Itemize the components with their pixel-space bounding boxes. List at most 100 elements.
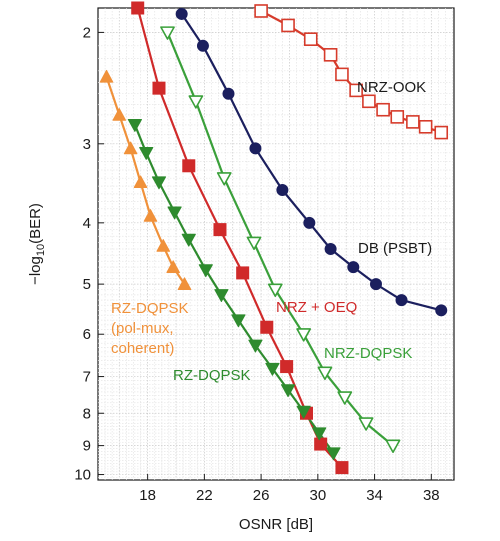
data-point bbox=[314, 437, 328, 451]
curve-label-line: NRZ-DQPSK bbox=[324, 345, 412, 362]
data-point bbox=[246, 236, 262, 251]
curve-label: RZ-DQPSK bbox=[173, 367, 251, 384]
markers bbox=[99, 1, 449, 475]
data-point bbox=[156, 239, 171, 252]
data-point bbox=[324, 243, 337, 256]
data-point bbox=[358, 417, 374, 431]
data-point bbox=[260, 320, 274, 334]
data-point bbox=[222, 87, 235, 100]
data-point bbox=[303, 216, 316, 229]
y-tick-label: 4 bbox=[83, 215, 91, 232]
series-markers bbox=[254, 4, 449, 140]
data-point bbox=[317, 366, 333, 381]
data-point bbox=[362, 94, 376, 109]
data-point bbox=[376, 102, 390, 117]
data-point bbox=[347, 261, 360, 274]
y-tick-label: 7 bbox=[83, 369, 91, 386]
x-tick-label: 34 bbox=[366, 487, 383, 504]
data-point bbox=[312, 427, 327, 441]
data-point bbox=[166, 260, 180, 273]
data-point bbox=[196, 39, 209, 52]
curve-label-line: DB (PSBT) bbox=[358, 240, 432, 257]
series-line bbox=[166, 31, 394, 447]
x-tick-label: 30 bbox=[309, 487, 326, 504]
data-point bbox=[335, 67, 349, 82]
data-point bbox=[151, 176, 167, 190]
data-point bbox=[167, 206, 182, 220]
curve-label-line: RZ-DQPSK bbox=[111, 300, 189, 317]
data-point bbox=[139, 147, 154, 160]
y-tick-label: 3 bbox=[83, 136, 91, 153]
x-tick-label: 38 bbox=[423, 487, 440, 504]
y-axis-title-main: −log bbox=[27, 256, 44, 285]
data-point bbox=[249, 142, 262, 155]
data-point bbox=[231, 314, 246, 328]
data-point bbox=[112, 108, 127, 121]
y-ticks: 2 3 4 5 6 7 8 9 10 bbox=[74, 24, 104, 484]
data-point bbox=[323, 48, 338, 62]
data-point bbox=[435, 304, 448, 317]
series-markers bbox=[175, 7, 448, 317]
data-point bbox=[248, 339, 263, 353]
y-tick-label: 6 bbox=[83, 326, 91, 343]
data-point bbox=[99, 69, 114, 83]
x-axis-title: OSNR [dB] bbox=[239, 516, 313, 533]
curve-label: RZ-DQPSK (pol-mux, coherent) bbox=[111, 300, 189, 357]
data-point bbox=[303, 32, 318, 46]
data-point bbox=[254, 4, 268, 18]
data-point bbox=[434, 125, 449, 140]
data-point bbox=[213, 223, 227, 237]
data-point bbox=[188, 95, 204, 109]
curve-label: DB (PSBT) bbox=[358, 240, 432, 257]
data-point bbox=[337, 391, 353, 405]
x-ticks: 18 22 26 30 34 38 bbox=[139, 474, 440, 504]
data-point bbox=[123, 141, 138, 155]
data-point bbox=[280, 384, 296, 398]
data-point bbox=[406, 115, 420, 129]
y-tick-label: 2 bbox=[83, 24, 91, 41]
data-point bbox=[131, 1, 145, 15]
data-point bbox=[390, 110, 405, 124]
data-point bbox=[395, 294, 408, 307]
data-point bbox=[418, 119, 433, 134]
data-point bbox=[177, 277, 192, 290]
data-point bbox=[175, 7, 188, 20]
data-point bbox=[335, 461, 349, 475]
curve-annotations: NRZ-OOK DB (PSBT) NRZ + OEQ NRZ-DQPSK RZ-DQP… bbox=[111, 79, 432, 384]
data-point bbox=[152, 81, 166, 95]
data-point bbox=[296, 405, 311, 419]
data-point bbox=[216, 172, 232, 186]
curve-label: NRZ-OOK bbox=[357, 79, 426, 96]
curve-label-line: NRZ-OOK bbox=[357, 79, 426, 96]
curve-label-line: (pol-mux, bbox=[111, 320, 174, 337]
data-point bbox=[181, 233, 196, 247]
data-point bbox=[369, 278, 382, 291]
curve-label-line: coherent) bbox=[111, 340, 174, 357]
data-point bbox=[281, 18, 295, 33]
y-tick-label: 8 bbox=[83, 405, 91, 422]
data-point bbox=[160, 26, 175, 40]
curve-label-line: RZ-DQPSK bbox=[173, 367, 251, 384]
series-markers bbox=[127, 119, 341, 461]
y-axis-title-tail: (BER) bbox=[27, 203, 44, 244]
data-point bbox=[143, 209, 158, 222]
data-point bbox=[265, 362, 280, 376]
data-point bbox=[133, 175, 148, 189]
curve-label: NRZ + OEQ bbox=[276, 299, 357, 316]
y-tick-label: 9 bbox=[83, 438, 91, 455]
series-markers bbox=[160, 26, 401, 454]
y-axis-title-subscript: 10 bbox=[35, 244, 47, 256]
data-point bbox=[127, 119, 142, 132]
data-point bbox=[326, 447, 341, 461]
data-point bbox=[385, 439, 401, 454]
y-tick-label: 5 bbox=[83, 276, 91, 293]
data-point bbox=[214, 289, 229, 303]
data-point bbox=[280, 360, 294, 374]
x-tick-label: 18 bbox=[139, 487, 156, 504]
series-markers bbox=[99, 69, 192, 290]
curve-label-line: NRZ + OEQ bbox=[276, 299, 357, 316]
curve-label: NRZ-DQPSK bbox=[324, 345, 412, 362]
x-tick-label: 26 bbox=[253, 487, 270, 504]
data-point bbox=[349, 83, 363, 98]
